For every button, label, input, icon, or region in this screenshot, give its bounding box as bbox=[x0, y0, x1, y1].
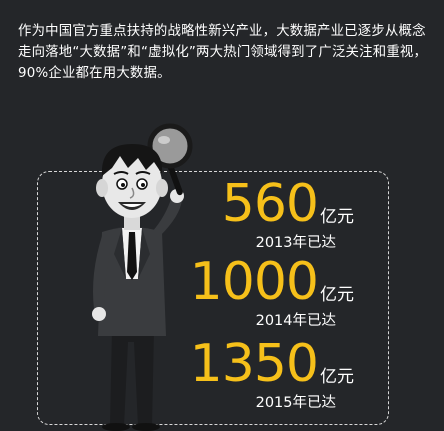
stat-value: 560 bbox=[221, 174, 319, 234]
stat-value: 1350 bbox=[189, 334, 319, 394]
intro-paragraph: 作为中国官方重点扶持的战略性新兴产业，大数据产业已逐步从概念走向落地“大数据”和… bbox=[18, 24, 428, 81]
stat-2015: 1350 亿元 2015年已达 bbox=[190, 338, 354, 412]
stat-unit: 亿元 bbox=[320, 367, 354, 387]
stat-unit: 亿元 bbox=[320, 285, 354, 305]
magnifying-glass-cartoon-man-icon bbox=[92, 123, 193, 431]
stat-year: 2013年已达 bbox=[255, 235, 336, 251]
stat-year: 2015年已达 bbox=[255, 395, 336, 411]
stat-year: 2014年已达 bbox=[255, 313, 336, 329]
stat-value: 1000 bbox=[189, 252, 319, 312]
stat-2014: 1000 亿元 2014年已达 bbox=[190, 256, 354, 330]
stat-unit: 亿元 bbox=[320, 207, 354, 227]
stat-2013: 560 亿元 2013年已达 bbox=[222, 178, 354, 252]
stats-frame bbox=[37, 171, 389, 425]
